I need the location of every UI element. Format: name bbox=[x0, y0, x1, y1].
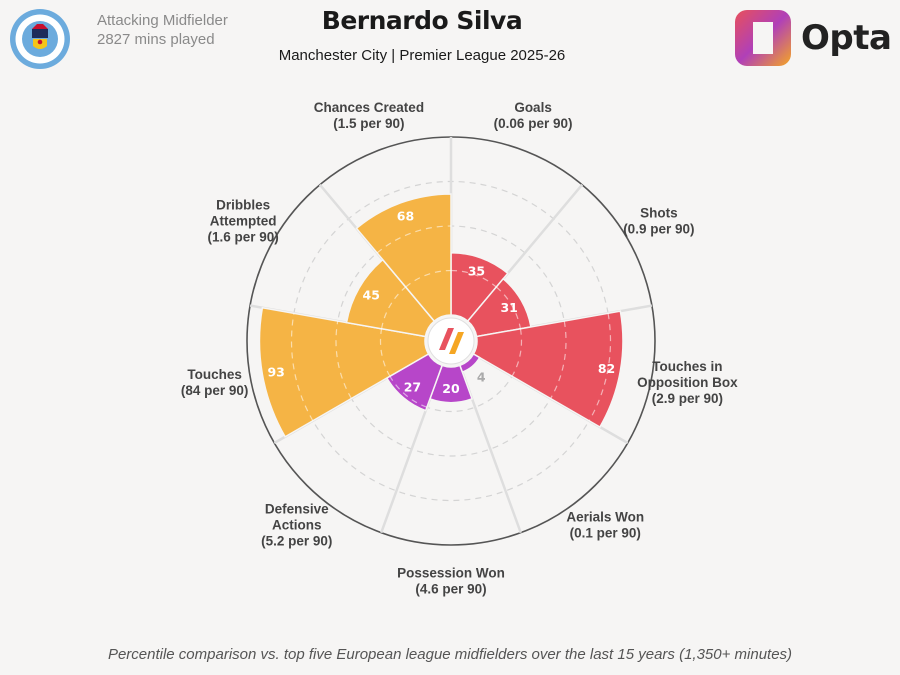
wedge-touches bbox=[258, 306, 430, 438]
category-name: Aerials Won bbox=[566, 509, 644, 524]
wedge-grid-arc bbox=[290, 313, 314, 422]
category-per90: (4.6 per 90) bbox=[415, 582, 486, 597]
wedge-shots bbox=[466, 277, 532, 338]
center-logo-mark bbox=[439, 328, 454, 350]
category-name: Touches in bbox=[652, 359, 722, 374]
category-label: Touches in Opposition Box (2.9 per 90) bbox=[637, 359, 738, 406]
player-meta: Attacking Midfielder 2827 mins played bbox=[97, 11, 228, 49]
category-per90: (5.2 per 90) bbox=[261, 533, 332, 548]
wedge-dribbles-attempted bbox=[345, 258, 436, 338]
value-label: 82 bbox=[598, 361, 615, 376]
category-name: Actions bbox=[272, 517, 322, 532]
category-per90: (0.9 per 90) bbox=[623, 222, 694, 237]
category-name: Dribbles bbox=[216, 198, 270, 213]
category-name: Defensive bbox=[265, 501, 329, 516]
wedge-defensive-actions bbox=[385, 352, 444, 412]
category-label: Possession Won (4.6 per 90) bbox=[397, 566, 505, 597]
footnote: Percentile comparison vs. top five Europ… bbox=[107, 646, 793, 663]
center-badge bbox=[427, 317, 475, 365]
wedge-touches-in-opposition-box bbox=[472, 310, 624, 429]
category-per90: (1.5 per 90) bbox=[333, 116, 404, 131]
value-label: 31 bbox=[500, 300, 517, 315]
category-label: Defensive Actions (5.2 per 90) bbox=[261, 501, 332, 548]
value-label: 20 bbox=[442, 381, 460, 396]
value-label: 4 bbox=[477, 370, 486, 385]
category-per90: (84 per 90) bbox=[181, 383, 249, 398]
page-subtitle: Manchester City | Premier League 2025-26 bbox=[278, 47, 566, 64]
value-label: 45 bbox=[363, 287, 380, 302]
category-label: Dribbles Attempted (1.6 per 90) bbox=[208, 198, 279, 245]
value-label: 35 bbox=[468, 264, 485, 279]
category-name: Chances Created bbox=[314, 100, 424, 115]
wedge-grid-arc bbox=[405, 269, 452, 288]
category-per90: (0.1 per 90) bbox=[570, 525, 641, 540]
category-name: Opposition Box bbox=[637, 375, 738, 390]
wedge-grid-arc bbox=[511, 328, 523, 377]
value-label: 93 bbox=[267, 364, 284, 379]
club-crest bbox=[9, 8, 71, 70]
value-label: 27 bbox=[404, 380, 421, 395]
brand-logo: Opta bbox=[733, 6, 895, 70]
opta-logo-icon bbox=[735, 10, 791, 66]
category-per90: (0.06 per 90) bbox=[494, 116, 573, 131]
brand-name: Opta bbox=[801, 18, 892, 58]
page-title: Bernardo Silva bbox=[321, 6, 523, 35]
wedge-chances-created bbox=[355, 193, 452, 323]
club-crest-icon bbox=[10, 9, 70, 69]
wedge-goals bbox=[450, 251, 509, 323]
wedge-grid-arc bbox=[379, 328, 391, 377]
center-logo-mark bbox=[449, 332, 464, 354]
category-label: Goals (0.06 per 90) bbox=[494, 100, 573, 131]
wedge-grid-arc bbox=[380, 286, 407, 329]
wedge-grid-arc bbox=[495, 286, 522, 329]
wedge-grid-arc bbox=[389, 375, 428, 408]
value-label: 68 bbox=[397, 208, 414, 223]
category-label: Chances Created (1.5 per 90) bbox=[314, 100, 424, 131]
category-name: Shots bbox=[640, 206, 678, 221]
wedge-grid-arc bbox=[588, 313, 612, 422]
category-label: Touches (84 per 90) bbox=[181, 367, 249, 398]
category-label: Aerials Won (0.1 per 90) bbox=[566, 509, 644, 540]
category-per90: (1.6 per 90) bbox=[208, 230, 279, 245]
wedge-grid-arc bbox=[450, 269, 497, 288]
category-name: Touches bbox=[187, 367, 242, 382]
category-name: Goals bbox=[514, 100, 552, 115]
category-per90: (2.9 per 90) bbox=[652, 391, 723, 406]
category-label: Shots (0.9 per 90) bbox=[623, 206, 694, 237]
category-name: Attempted bbox=[210, 214, 277, 229]
player-minutes: 2827 mins played bbox=[97, 31, 215, 48]
player-position: Attacking Midfielder bbox=[97, 12, 228, 29]
category-name: Possession Won bbox=[397, 566, 505, 581]
